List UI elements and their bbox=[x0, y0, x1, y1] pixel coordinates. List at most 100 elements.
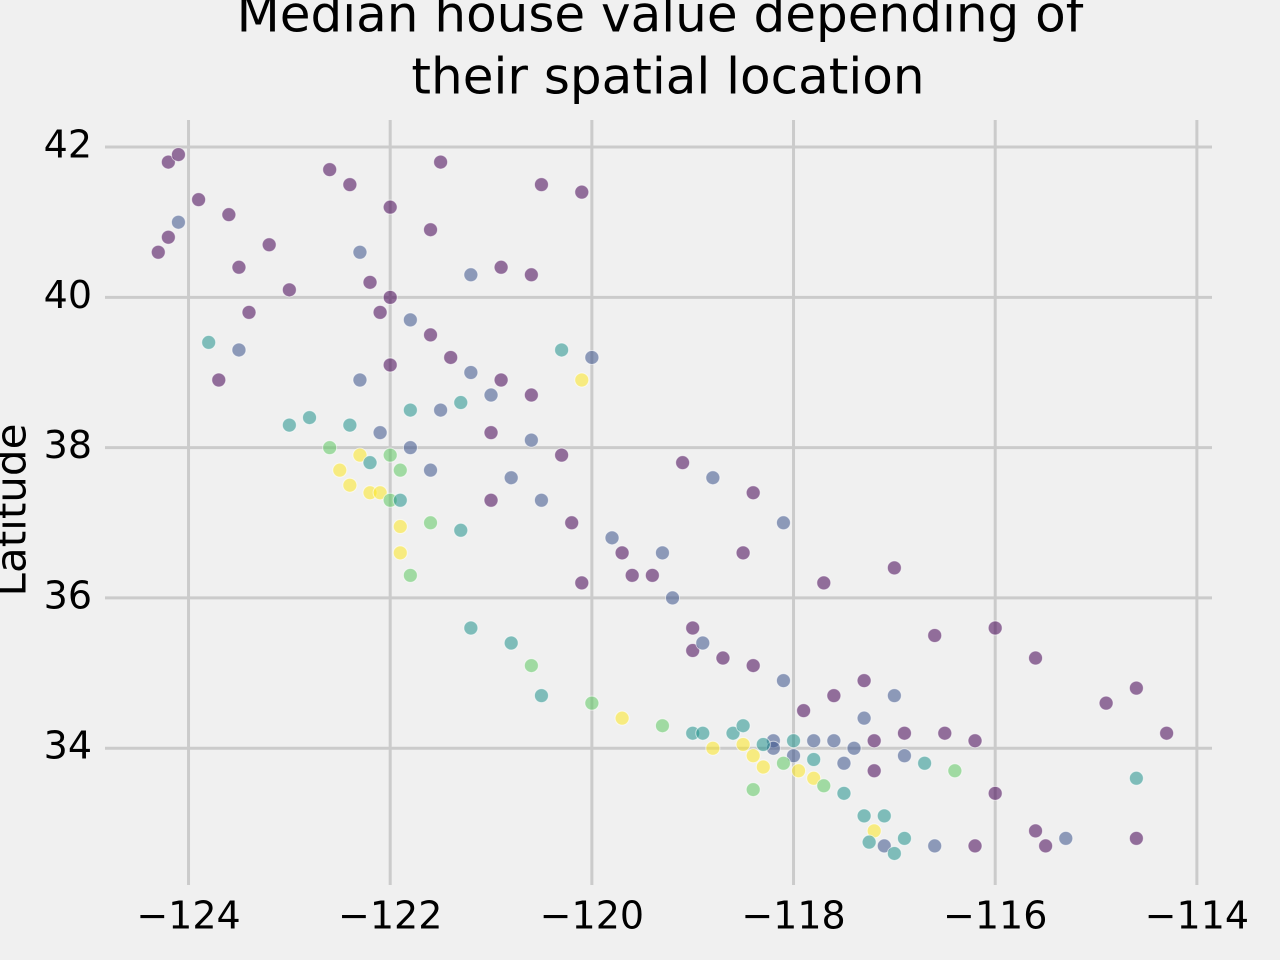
point bbox=[846, 740, 862, 756]
point bbox=[745, 782, 761, 798]
point bbox=[1028, 823, 1044, 839]
point bbox=[967, 733, 983, 749]
point bbox=[332, 462, 348, 478]
point bbox=[261, 237, 277, 253]
point bbox=[483, 492, 499, 508]
point bbox=[796, 703, 812, 719]
point bbox=[433, 402, 449, 418]
point bbox=[533, 688, 549, 704]
point bbox=[1128, 680, 1144, 696]
point bbox=[342, 417, 358, 433]
point bbox=[987, 620, 1003, 636]
point bbox=[775, 755, 791, 771]
point bbox=[402, 567, 418, 583]
point bbox=[372, 304, 388, 320]
point bbox=[392, 492, 408, 508]
point bbox=[876, 838, 892, 854]
point bbox=[493, 259, 509, 275]
y-tick-label: 34 bbox=[44, 724, 92, 768]
point bbox=[836, 755, 852, 771]
point bbox=[755, 736, 771, 752]
points bbox=[150, 147, 1175, 861]
point bbox=[574, 575, 590, 591]
point bbox=[453, 522, 469, 538]
point bbox=[281, 417, 297, 433]
point bbox=[584, 349, 600, 365]
point bbox=[564, 515, 580, 531]
point bbox=[866, 733, 882, 749]
point bbox=[241, 304, 257, 320]
point bbox=[1098, 695, 1114, 711]
point bbox=[211, 372, 227, 388]
point bbox=[352, 372, 368, 388]
point bbox=[896, 725, 912, 741]
point bbox=[533, 177, 549, 193]
point bbox=[523, 658, 539, 674]
point bbox=[402, 312, 418, 328]
point bbox=[705, 740, 721, 756]
point bbox=[856, 673, 872, 689]
point bbox=[281, 282, 297, 298]
point bbox=[463, 364, 479, 380]
point bbox=[1038, 838, 1054, 854]
point bbox=[675, 455, 691, 471]
grid bbox=[105, 120, 1212, 885]
point bbox=[342, 177, 358, 193]
point bbox=[150, 244, 166, 260]
point bbox=[423, 515, 439, 531]
point bbox=[685, 620, 701, 636]
point bbox=[826, 733, 842, 749]
point bbox=[1058, 830, 1074, 846]
point bbox=[806, 733, 822, 749]
point bbox=[160, 229, 176, 245]
point bbox=[1159, 725, 1175, 741]
x-tick-label: −116 bbox=[943, 894, 1047, 938]
point bbox=[322, 162, 338, 178]
point bbox=[917, 755, 933, 771]
point bbox=[967, 838, 983, 854]
point bbox=[816, 575, 832, 591]
point bbox=[402, 440, 418, 456]
point bbox=[755, 759, 771, 775]
y-tick-label: 36 bbox=[44, 573, 92, 617]
point bbox=[392, 462, 408, 478]
chart-title: Median house value depending of bbox=[237, 0, 1085, 44]
point bbox=[574, 184, 590, 200]
point bbox=[654, 545, 670, 561]
point bbox=[665, 590, 681, 606]
point bbox=[463, 620, 479, 636]
point bbox=[443, 349, 459, 365]
point bbox=[392, 519, 408, 535]
point bbox=[342, 477, 358, 493]
point bbox=[574, 372, 590, 388]
point bbox=[715, 650, 731, 666]
x-tick-label: −122 bbox=[338, 894, 442, 938]
point bbox=[463, 267, 479, 283]
point bbox=[201, 334, 217, 350]
point bbox=[604, 530, 620, 546]
point bbox=[382, 447, 398, 463]
point bbox=[685, 643, 701, 659]
point bbox=[423, 222, 439, 238]
point bbox=[836, 785, 852, 801]
point bbox=[866, 763, 882, 779]
point bbox=[352, 447, 368, 463]
point bbox=[896, 830, 912, 846]
point bbox=[322, 440, 338, 456]
point bbox=[695, 725, 711, 741]
point bbox=[886, 560, 902, 576]
point bbox=[745, 748, 761, 764]
point bbox=[806, 770, 822, 786]
point bbox=[745, 658, 761, 674]
point bbox=[483, 425, 499, 441]
point bbox=[614, 710, 630, 726]
point bbox=[221, 207, 237, 223]
point bbox=[826, 688, 842, 704]
point bbox=[372, 425, 388, 441]
point bbox=[191, 192, 207, 208]
point bbox=[775, 673, 791, 689]
point bbox=[231, 342, 247, 358]
point bbox=[937, 725, 953, 741]
point bbox=[554, 447, 570, 463]
